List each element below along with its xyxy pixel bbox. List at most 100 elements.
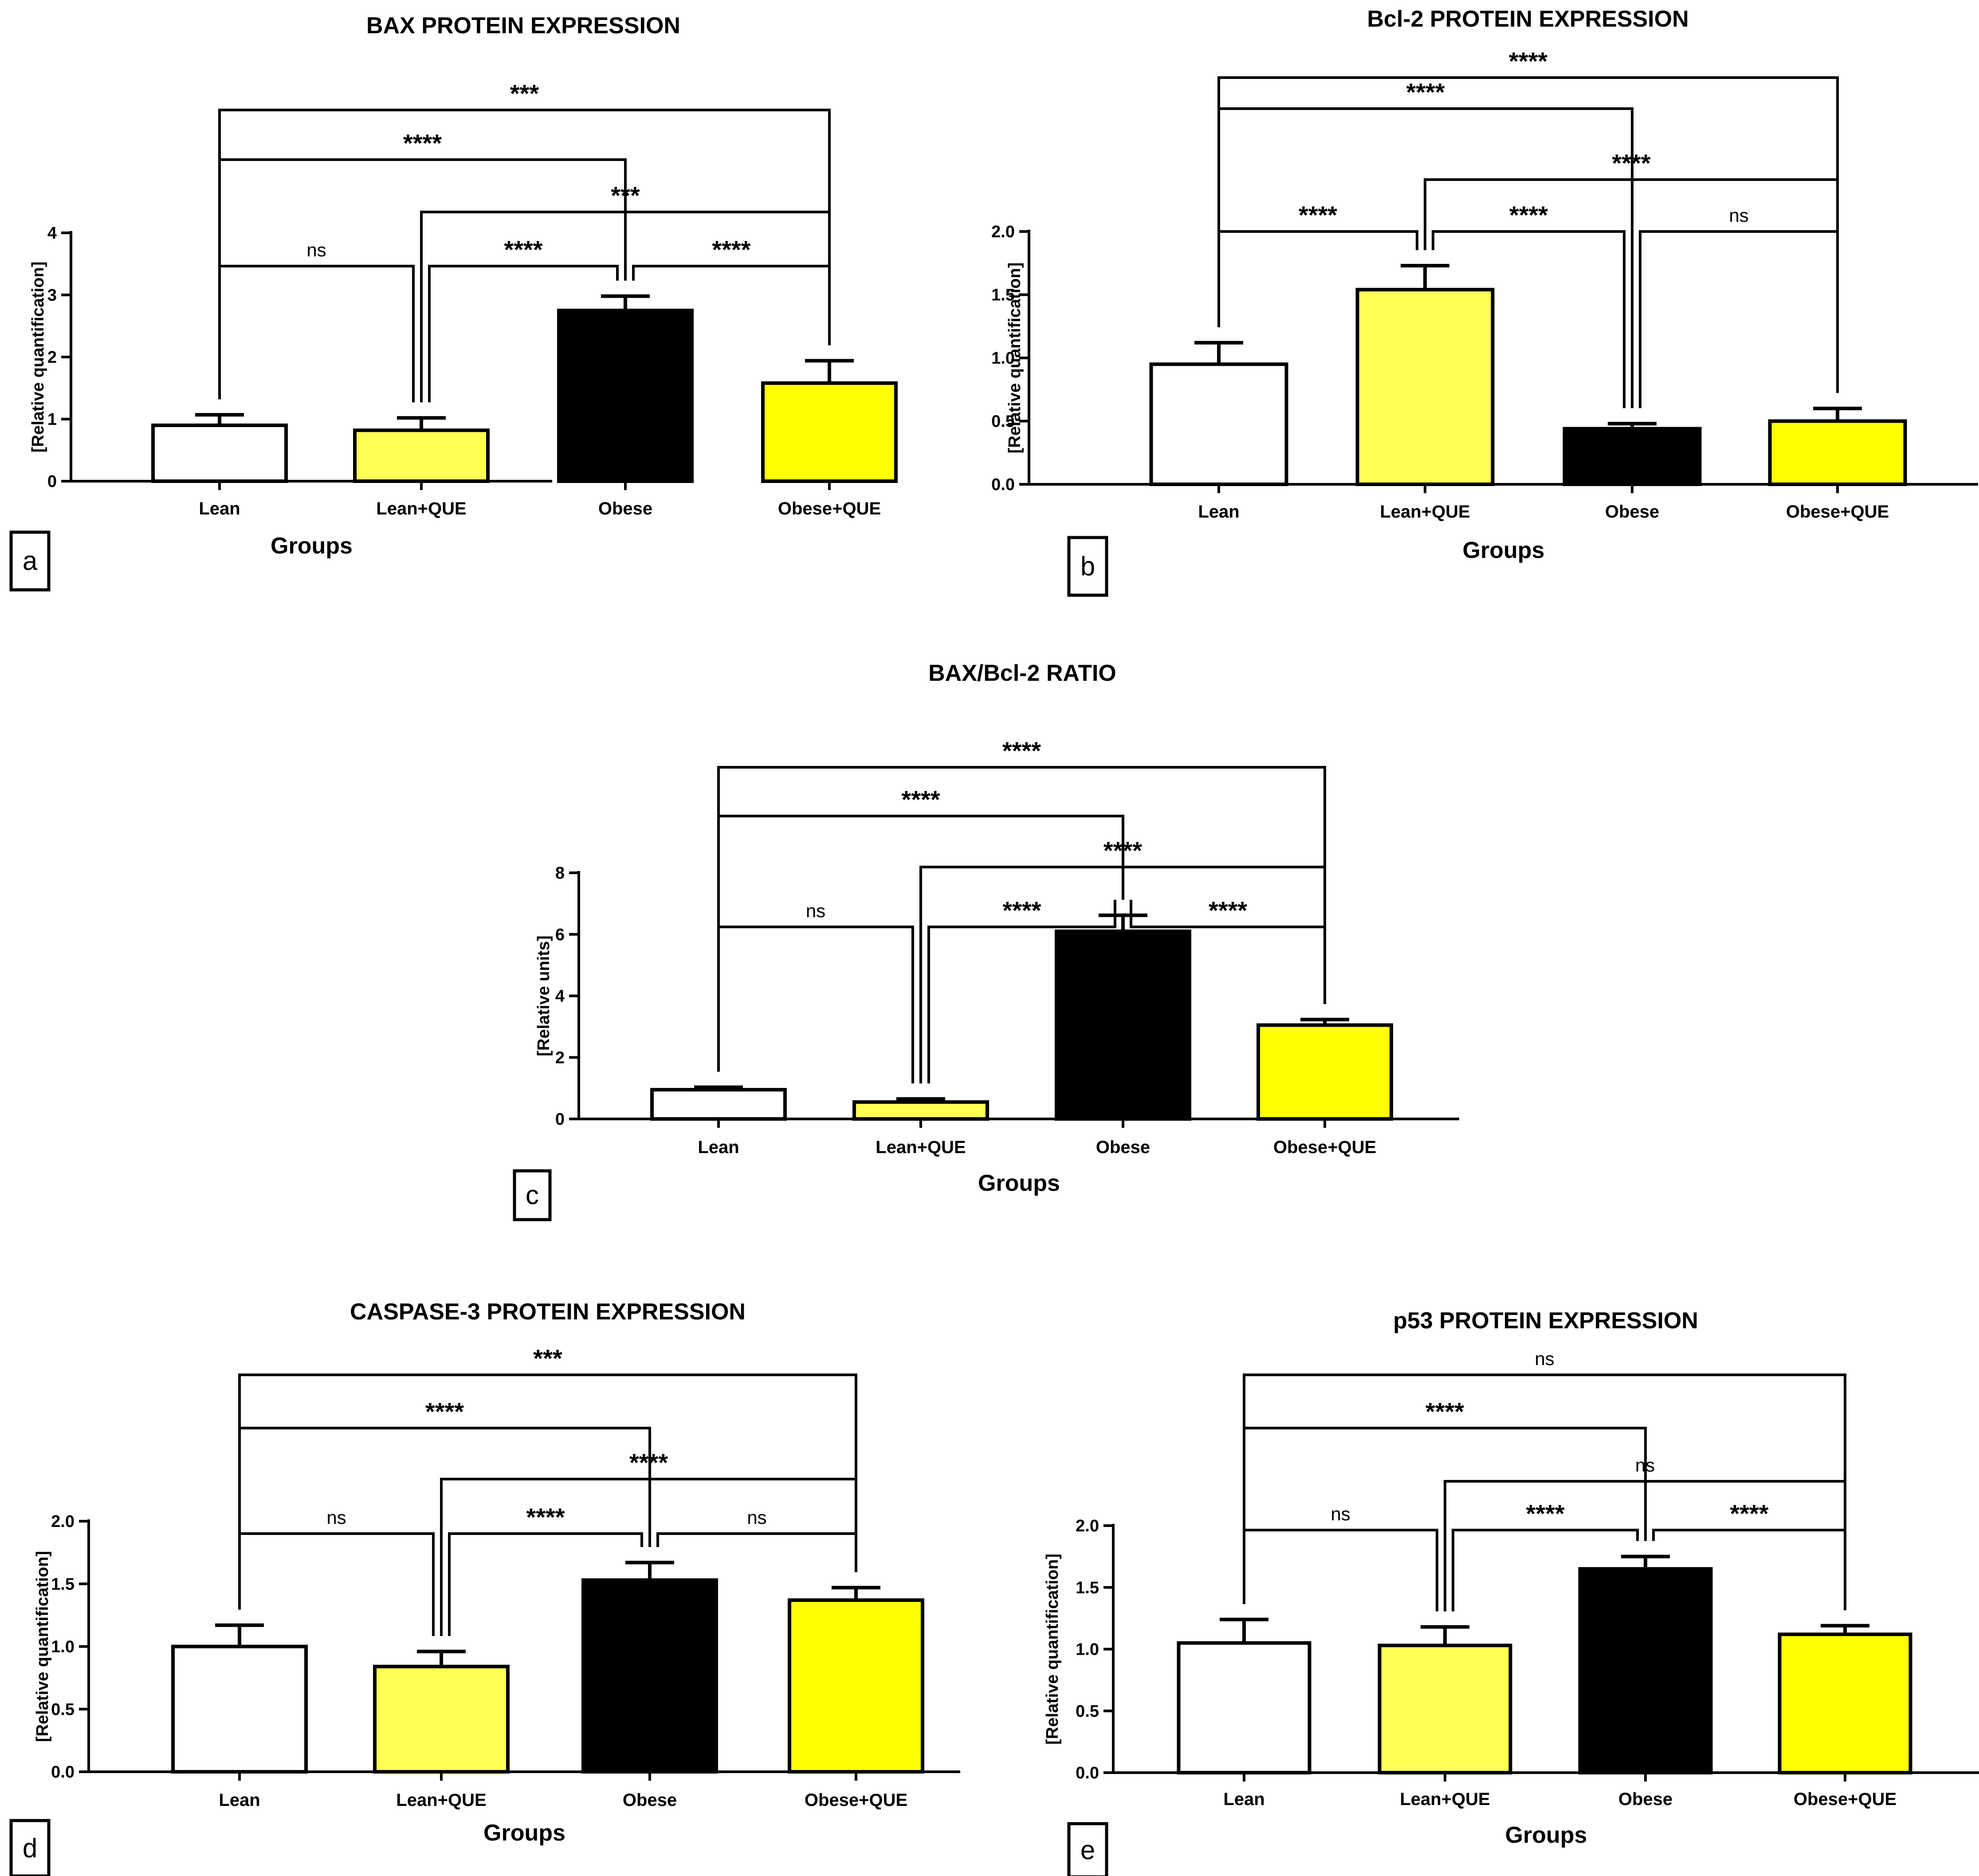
y-tick-label: 0.0 bbox=[51, 1763, 75, 1782]
significance-label: **** bbox=[1612, 149, 1650, 177]
panel-label: b bbox=[1080, 551, 1095, 581]
panel-a: BAX PROTEIN EXPRESSION 0 1 2 3 4 Lean Lean+QUE O… bbox=[9, 13, 898, 592]
significance-label: **** bbox=[1002, 737, 1041, 765]
significance-label: **** bbox=[526, 1503, 565, 1531]
y-tick-label: 1.0 bbox=[51, 1638, 75, 1656]
x-tick-label: Lean bbox=[698, 1138, 739, 1157]
significance-label: **** bbox=[1406, 78, 1445, 106]
significance-bracket bbox=[717, 926, 914, 1083]
bar-obese-plus-que bbox=[788, 1598, 924, 1774]
significance-label: **** bbox=[712, 235, 750, 263]
significance-label: **** bbox=[1509, 47, 1547, 75]
x-tick-label: Lean+QUE bbox=[1400, 1790, 1490, 1809]
bar-obese bbox=[1563, 427, 1702, 486]
significance-bracket bbox=[1452, 1529, 1639, 1612]
bar-lean bbox=[650, 1088, 787, 1121]
y-tick-label: 1.5 bbox=[1076, 1578, 1099, 1597]
x-axis-label: Groups bbox=[978, 1170, 1060, 1196]
significance-label: *** bbox=[611, 181, 640, 209]
y-tick-label: 1.5 bbox=[991, 286, 1015, 305]
y-tick-label: 6 bbox=[555, 926, 565, 944]
significance-label: ns bbox=[1535, 1348, 1554, 1369]
significance-bracket bbox=[218, 109, 831, 400]
panel-label: d bbox=[23, 1833, 37, 1863]
x-tick-label: Obese bbox=[1618, 1790, 1673, 1809]
y-tick-label: 2.0 bbox=[51, 1512, 75, 1531]
x-axis-label: Groups bbox=[271, 533, 353, 559]
significance-label: ns bbox=[1635, 1455, 1655, 1476]
y-tick-label: 1 bbox=[47, 410, 57, 429]
significance-bracket bbox=[656, 1532, 857, 1572]
significance-label: ns bbox=[747, 1507, 766, 1528]
y-axis-label: [Relative quantification] bbox=[29, 262, 47, 453]
x-tick-label: Obese bbox=[623, 1790, 677, 1810]
y-axis-label: [Relative quantification] bbox=[33, 1551, 52, 1742]
x-tick-label: Obese+QUE bbox=[1794, 1790, 1897, 1809]
significance-label: **** bbox=[403, 129, 442, 157]
significance-label: ns bbox=[1331, 1503, 1350, 1524]
panel-label-box bbox=[9, 530, 51, 592]
significance-label: **** bbox=[1002, 896, 1041, 924]
y-tick-label: 0.0 bbox=[1076, 1764, 1099, 1782]
y-tick-label: 0.5 bbox=[1076, 1702, 1099, 1721]
y-tick-label: 1.0 bbox=[991, 349, 1015, 368]
significance-bracket bbox=[218, 265, 415, 403]
significance-bracket bbox=[428, 265, 619, 403]
bar-obese bbox=[581, 1578, 718, 1774]
x-tick-label: Lean bbox=[1198, 502, 1239, 522]
panel-label: a bbox=[23, 546, 38, 576]
y-tick-label: 1.0 bbox=[1076, 1641, 1099, 1659]
significance-label: ns bbox=[806, 900, 825, 921]
panel-label-box bbox=[1067, 536, 1108, 597]
x-axis-label: Groups bbox=[1463, 538, 1545, 563]
x-axis-label: Groups bbox=[483, 1820, 565, 1846]
bar-obese bbox=[557, 309, 694, 483]
bar-lean bbox=[1149, 362, 1288, 486]
significance-bracket bbox=[1217, 76, 1839, 393]
significance-label: **** bbox=[1730, 1499, 1768, 1527]
significance-label: **** bbox=[1526, 1499, 1564, 1527]
x-axis-label: Groups bbox=[1505, 1822, 1587, 1848]
bar-lean-plus-que bbox=[353, 428, 490, 483]
panel-label-box bbox=[9, 1819, 51, 1876]
x-tick-label: Lean bbox=[199, 499, 240, 518]
significance-bracket bbox=[1432, 230, 1626, 408]
x-tick-label: Obese bbox=[1605, 502, 1659, 522]
bar-lean-plus-que bbox=[1378, 1644, 1512, 1775]
chart-title: CASPASE-3 PROTEIN EXPRESSION bbox=[350, 1299, 746, 1325]
x-tick-label: Obese+QUE bbox=[778, 499, 881, 518]
x-tick-label: Lean bbox=[219, 1790, 260, 1810]
x-tick-label: Obese+QUE bbox=[805, 1790, 907, 1810]
panel-d: CASPASE-3 PROTEIN EXPRESSION 0.0 0.5 1.0 1.5… bbox=[9, 1299, 960, 1876]
panel-label-box bbox=[1067, 1822, 1108, 1876]
y-tick-label: 0 bbox=[555, 1110, 565, 1129]
significance-bracket bbox=[927, 899, 1116, 1083]
y-tick-label: 2.0 bbox=[991, 223, 1015, 241]
chart-title: BAX/Bcl-2 RATIO bbox=[928, 660, 1116, 686]
panel-label: e bbox=[1080, 1835, 1095, 1865]
bar-obese-plus-que bbox=[761, 381, 898, 483]
bar-lean-plus-que bbox=[1355, 288, 1495, 486]
significance-label: **** bbox=[1209, 896, 1247, 924]
y-tick-label: 0.5 bbox=[51, 1700, 75, 1719]
significance-bracket bbox=[1639, 230, 1839, 408]
bar-lean bbox=[1177, 1641, 1311, 1774]
panel-label-box bbox=[513, 1169, 552, 1221]
y-axis-label: [Relative quantification] bbox=[1005, 263, 1024, 454]
significance-bracket bbox=[448, 1532, 643, 1636]
x-tick-label: Obese bbox=[598, 499, 652, 518]
bar-lean-plus-que bbox=[852, 1100, 989, 1121]
bar-lean bbox=[151, 424, 288, 483]
significance-label: **** bbox=[425, 1397, 464, 1425]
significance-label: **** bbox=[1299, 201, 1337, 229]
significance-label: **** bbox=[1103, 836, 1142, 864]
significance-bracket bbox=[1243, 1374, 1846, 1610]
significance-bracket bbox=[717, 766, 1326, 1072]
bar-obese bbox=[1578, 1567, 1713, 1775]
chart-title: BAX PROTEIN EXPRESSION bbox=[366, 13, 680, 39]
significance-label: **** bbox=[504, 235, 542, 263]
y-tick-label: 1.5 bbox=[51, 1575, 75, 1593]
bar-obese-plus-que bbox=[1768, 419, 1907, 486]
panel-c: BAX/Bcl-2 RATIO 0 2 4 6 8 Lean Lean+QUE Obese Obe… bbox=[513, 660, 1459, 1221]
